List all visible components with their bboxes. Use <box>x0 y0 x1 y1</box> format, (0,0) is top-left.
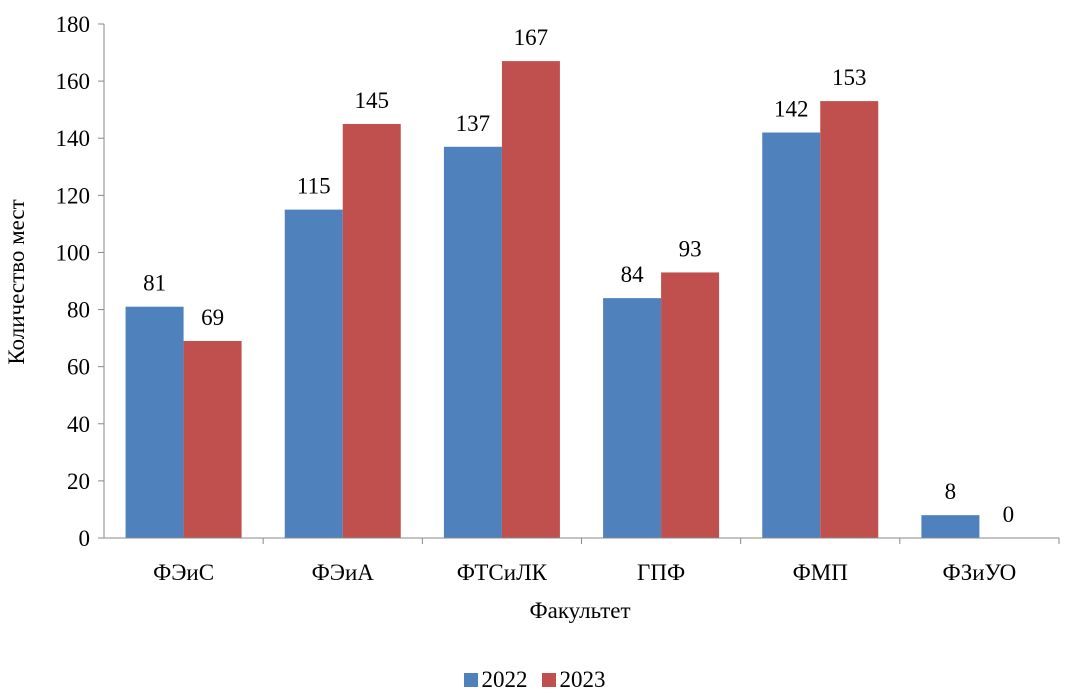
legend: 2022 2023 <box>0 667 1069 693</box>
value-label: 115 <box>297 174 331 199</box>
bars <box>125 61 980 539</box>
value-label: 145 <box>355 88 390 113</box>
value-labels: 81 69 115 145 137 167 84 93 142 153 8 0 <box>143 25 1014 527</box>
x-tick-label: ФЭиС <box>153 560 214 585</box>
legend-swatch-2022 <box>463 673 478 687</box>
value-label: 142 <box>774 97 809 122</box>
x-tick-label: ФТСиЛК <box>457 560 548 585</box>
y-tick-label: 160 <box>56 69 91 94</box>
legend-label-2023: 2023 <box>559 667 606 692</box>
bar-2023-4 <box>820 101 879 538</box>
y-tick-label: 140 <box>56 126 91 151</box>
x-tick-label: ГПФ <box>637 560 685 585</box>
value-label: 167 <box>514 25 549 50</box>
bar-2022-2 <box>443 146 502 539</box>
y-tick-label: 100 <box>56 240 91 265</box>
x-tick-label: ФМП <box>793 560 848 585</box>
legend-label-2022: 2022 <box>481 667 528 692</box>
y-axis-ticks: 0 20 40 60 80 100 120 140 160 180 <box>56 12 104 551</box>
bar-2023-3 <box>661 272 720 538</box>
x-axis-title: Факультет <box>529 598 630 623</box>
bar-2022-0 <box>125 306 184 538</box>
value-label: 84 <box>621 262 645 287</box>
value-label: 8 <box>945 479 957 504</box>
x-tick-label: ФЗиУО <box>943 560 1017 585</box>
bar-2023-0 <box>183 340 242 538</box>
y-tick-label: 80 <box>67 298 90 323</box>
y-axis-title: Количество мест <box>4 199 29 364</box>
legend-item-2023: 2023 <box>541 667 606 693</box>
y-tick-label: 40 <box>67 412 90 437</box>
value-label: 81 <box>143 271 166 296</box>
bar-2023-2 <box>501 61 560 538</box>
y-tick-label: 180 <box>56 12 91 37</box>
value-label: 69 <box>201 305 224 330</box>
bar-2022-1 <box>284 209 343 538</box>
bar-2023-1 <box>342 123 401 538</box>
y-tick-label: 20 <box>67 469 90 494</box>
legend-item-2022: 2022 <box>463 667 528 693</box>
x-axis-ticks: ФЭиС ФЭиА ФТСиЛК ГПФ ФМП ФЗиУО <box>153 538 1060 585</box>
value-label: 0 <box>1003 502 1015 527</box>
y-tick-label: 120 <box>56 183 91 208</box>
y-tick-label: 0 <box>79 526 91 551</box>
bar-2022-4 <box>762 132 821 538</box>
value-label: 137 <box>456 111 491 136</box>
value-label: 153 <box>832 65 867 90</box>
legend-swatch-2023 <box>541 673 556 687</box>
y-tick-label: 60 <box>67 355 90 380</box>
value-label: 93 <box>679 236 702 261</box>
bar-2022-3 <box>603 298 662 538</box>
bar-2022-5 <box>921 515 980 538</box>
x-tick-label: ФЭиА <box>312 560 375 585</box>
